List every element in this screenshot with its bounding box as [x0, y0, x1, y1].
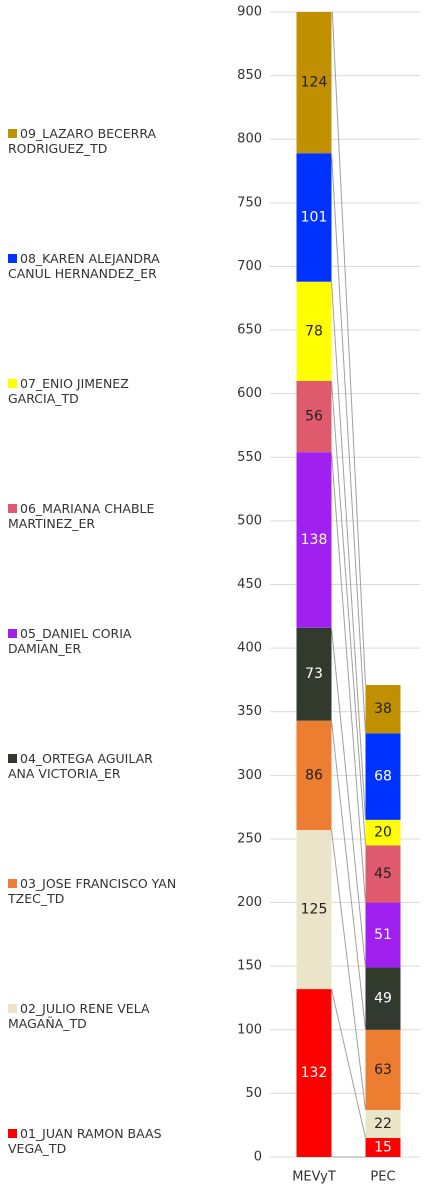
y-tick-label: 550 — [237, 450, 262, 465]
legend-entry: 04_ORTEGA AGUILAR ANA VICTORIA_ER — [8, 751, 183, 781]
legend-label: 07_ENIO JIMENEZ GARCIA_TD — [8, 376, 129, 406]
bar-segment — [365, 845, 401, 903]
legend-label: 01_JUAN RAMON BAAS VEGA_TD — [8, 1126, 162, 1156]
bar-segment — [296, 12, 332, 154]
data-label: 49 — [374, 991, 392, 1007]
bar-segment — [296, 452, 332, 628]
legend-label: 05_DANIEL CORIA DAMIAN_ER — [8, 626, 132, 656]
legend-swatch — [8, 129, 17, 138]
bar-segment — [296, 627, 332, 721]
legend-swatch — [8, 754, 17, 763]
legend-swatch — [8, 254, 17, 263]
legend-swatch — [8, 1004, 17, 1013]
data-label: 138 — [301, 532, 328, 548]
y-tick-label: 0 — [254, 1150, 262, 1165]
legend-entry: 06_MARIANA CHABLE MARTINEZ_ER — [8, 501, 183, 531]
y-tick-label: 600 — [237, 386, 262, 401]
y-tick-label: 800 — [237, 132, 262, 147]
bar-segment — [365, 902, 401, 968]
legend-swatch — [8, 879, 17, 888]
bar-segment — [296, 830, 332, 990]
y-tick-label: 200 — [237, 895, 262, 910]
legend-entry: 09_LAZARO BECERRA RODRIGUEZ_TD — [8, 126, 183, 156]
bar-segment — [365, 1029, 401, 1110]
y-tick-label: 750 — [237, 195, 262, 210]
data-label: 101 — [301, 209, 328, 225]
series-line — [331, 153, 366, 734]
bar-segment — [365, 685, 401, 734]
y-tick-label: 900 — [237, 5, 262, 20]
data-label: 51 — [374, 927, 392, 943]
legend-label: 04_ORTEGA AGUILAR ANA VICTORIA_ER — [8, 751, 153, 781]
y-tick-label: 400 — [237, 641, 262, 656]
y-tick-label: 350 — [237, 704, 262, 719]
y-tick-label: 850 — [237, 68, 262, 83]
data-label: 20 — [374, 825, 392, 841]
legend-label: 08_KAREN ALEJANDRA CANUL HERNANDEZ_ER — [8, 251, 160, 281]
bar-segment — [365, 733, 401, 820]
series-line — [331, 829, 366, 1110]
data-label: 38 — [374, 701, 392, 717]
data-label: 56 — [305, 409, 323, 425]
legend-entry: 08_KAREN ALEJANDRA CANUL HERNANDEZ_ER — [8, 251, 183, 281]
data-label: 86 — [305, 767, 323, 783]
y-tick-label: 450 — [237, 577, 262, 592]
series-line — [331, 12, 366, 686]
y-tick-label: 150 — [237, 959, 262, 974]
series-line — [331, 988, 366, 1139]
legend-entry: 05_DANIEL CORIA DAMIAN_ER — [8, 626, 183, 656]
legend-label: 06_MARIANA CHABLE MARTINEZ_ER — [8, 501, 155, 531]
data-label: 22 — [374, 1116, 392, 1132]
legend-label: 03_JOSE FRANCISCO YAN TZEC_TD — [8, 876, 177, 906]
series-line — [331, 720, 366, 1030]
data-label: 125 — [301, 902, 328, 918]
legend-entry: 03_JOSE FRANCISCO YAN TZEC_TD — [8, 876, 183, 906]
data-label: 68 — [374, 769, 392, 785]
bar-segment — [296, 380, 332, 453]
y-tick-label: 500 — [237, 513, 262, 528]
legend-swatch — [8, 504, 17, 513]
bar-segment — [365, 819, 401, 846]
data-label: 124 — [301, 75, 328, 91]
y-tick-label: 250 — [237, 831, 262, 846]
legend-entry: 01_JUAN RAMON BAAS VEGA_TD — [8, 1126, 183, 1156]
series-line — [331, 627, 366, 968]
bar-segment — [296, 989, 332, 1157]
legend-entry: 02_JULIO RENE VELA MAGAÑA_TD — [8, 1001, 183, 1031]
legend-entry: 07_ENIO JIMENEZ GARCIA_TD — [8, 376, 183, 406]
bar-segment — [365, 967, 401, 1030]
series-line — [331, 452, 366, 903]
y-tick-label: 300 — [237, 768, 262, 783]
data-label: 132 — [301, 1065, 328, 1081]
y-tick-label: 100 — [237, 1022, 262, 1037]
bar-segment — [296, 720, 332, 831]
bar-segment — [296, 281, 332, 381]
data-label: 15 — [374, 1139, 392, 1155]
legend-swatch — [8, 379, 17, 388]
legend-label: 02_JULIO RENE VELA MAGAÑA_TD — [8, 1001, 150, 1031]
data-label: 78 — [305, 323, 323, 339]
bar-segment — [365, 1137, 401, 1157]
bar-segment — [365, 1109, 401, 1138]
y-tick-label: 650 — [237, 323, 262, 338]
legend-label: 09_LAZARO BECERRA RODRIGUEZ_TD — [8, 126, 157, 156]
data-label: 63 — [374, 1062, 392, 1078]
legend-swatch — [8, 629, 17, 638]
y-tick-label: 50 — [245, 1086, 262, 1101]
legend-swatch — [8, 1129, 17, 1138]
data-label: 45 — [374, 866, 392, 882]
series-line — [331, 281, 366, 820]
y-tick-label: 700 — [237, 259, 262, 274]
bar-segment — [296, 153, 332, 282]
x-tick-label: MEVyT — [292, 1170, 336, 1185]
data-label: 73 — [305, 666, 323, 682]
x-tick-label: PEC — [370, 1170, 395, 1185]
series-line — [331, 380, 366, 846]
